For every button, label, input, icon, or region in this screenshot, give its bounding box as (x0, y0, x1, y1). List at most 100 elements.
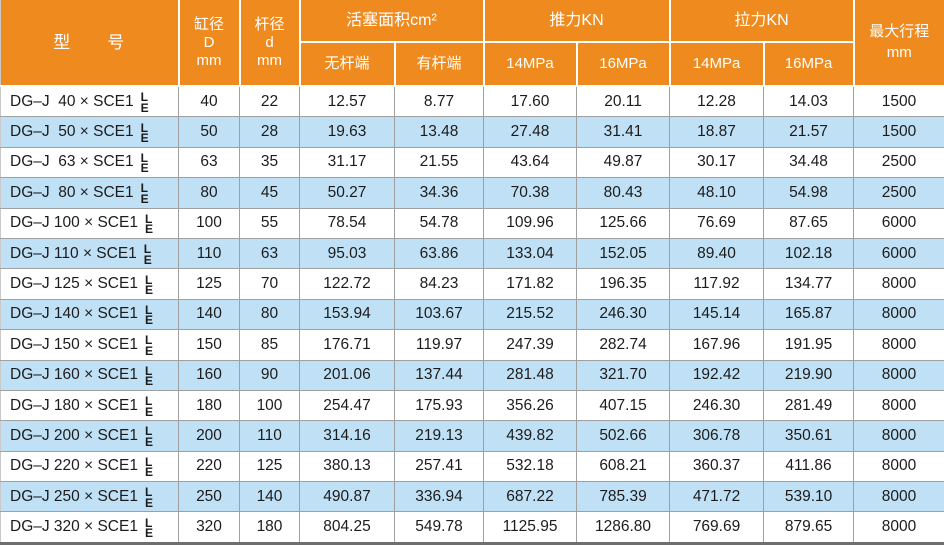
cell-stroke: 8000 (853, 420, 944, 452)
cell-rod: 125 (239, 450, 300, 482)
cell-pull-14mpa: 769.69 (669, 511, 764, 544)
cell-pull-16mpa: 879.65 (763, 511, 854, 544)
cell-pull-16mpa: 34.48 (763, 146, 854, 178)
cell-rod: 55 (239, 207, 300, 239)
cell-pull-14mpa: 192.42 (669, 359, 764, 391)
model-number: DG–J 80 × SCE1 (10, 183, 134, 201)
cell-pull-16mpa: 411.86 (763, 450, 854, 482)
model-number: DG–J 150 × SCE1 (10, 335, 138, 353)
cell-model: DG–J 160 × SCE1 L E (0, 359, 179, 391)
cell-area-rodend: 13.48 (393, 116, 484, 148)
cell-pull-16mpa: 87.65 (763, 207, 854, 239)
cell-push-16mpa: 608.21 (576, 450, 670, 482)
cell-push-16mpa: 80.43 (576, 177, 670, 209)
cell-area-rodend: 34.36 (393, 177, 484, 209)
cell-rod: 80 (239, 298, 300, 330)
cell-pull-16mpa: 102.18 (763, 237, 854, 269)
cell-rod: 35 (239, 146, 300, 178)
model-number: DG–J 110 × SCE1 (10, 244, 137, 262)
cell-push-16mpa: 20.11 (576, 85, 670, 117)
cell-area-rodend: 103.67 (393, 298, 484, 330)
cell-push-16mpa: 49.87 (576, 146, 670, 178)
model-number: DG–J 250 × SCE1 (10, 487, 138, 505)
cell-stroke: 2500 (853, 177, 944, 209)
cell-push-14mpa: 247.39 (483, 329, 577, 361)
cell-area-rodend: 549.78 (393, 511, 484, 544)
cell-model: DG–J 40 × SCE1 L E (0, 85, 179, 117)
cell-bore: 220 (178, 450, 240, 482)
table-row: DG–J 125 × SCE1 L E 125 70 122.72 84.23 171.82 1… (0, 268, 944, 300)
cell-pull-14mpa: 246.30 (669, 389, 764, 421)
cell-push-16mpa: 282.74 (576, 329, 670, 361)
table-row: DG–J 160 × SCE1 L E 160 90 201.06 137.44 281.48… (0, 359, 944, 391)
cell-pull-16mpa: 219.90 (763, 359, 854, 391)
cell-model: DG–J 63 × SCE1 L E (0, 146, 179, 178)
cell-area-rodend: 257.41 (393, 450, 484, 482)
table-row: DG–J 250 × SCE1 L E 250 140 490.87 336.94 687.2… (0, 481, 944, 512)
cell-stroke: 8000 (853, 359, 944, 391)
table-row: DG–J 80 × SCE1 L E 80 45 50.27 34.36 70.38 80.43… (0, 177, 944, 209)
cell-area-rodend: 63.86 (393, 237, 484, 269)
cell-pull-14mpa: 18.87 (669, 116, 764, 148)
model-number: DG–J 180 × SCE1 (10, 396, 138, 414)
model-number: DG–J 320 × SCE1 (10, 518, 138, 536)
cell-rod: 110 (239, 420, 300, 452)
cell-pull-16mpa: 539.10 (763, 481, 854, 512)
cell-rod: 180 (239, 511, 300, 544)
cell-area-rodless: 122.72 (299, 268, 395, 300)
cell-rod: 85 (239, 329, 300, 361)
cell-rod: 28 (239, 116, 300, 148)
cell-pull-14mpa: 360.37 (669, 450, 764, 482)
cell-area-rodless: 380.13 (299, 450, 395, 482)
cell-area-rodless: 314.16 (299, 420, 395, 452)
cell-stroke: 1500 (853, 85, 944, 117)
cell-pull-14mpa: 117.92 (669, 268, 764, 300)
cell-rod: 22 (239, 85, 300, 117)
cell-rod: 100 (239, 389, 300, 421)
cell-model: DG–J 320 × SCE1 L E (0, 511, 179, 544)
table-row: DG–J 100 × SCE1 L E 100 55 78.54 54.78 109.96 12… (0, 207, 944, 239)
cell-push-14mpa: 1125.95 (483, 511, 577, 544)
cell-stroke: 8000 (853, 329, 944, 361)
cell-bore: 180 (178, 389, 240, 421)
cell-push-14mpa: 356.26 (483, 389, 577, 421)
model-number: DG–J 220 × SCE1 (10, 457, 138, 475)
cell-stroke: 6000 (853, 207, 944, 239)
cell-model: DG–J 110 × SCE1 L E (0, 237, 179, 269)
model-number: DG–J 160 × SCE1 (10, 366, 138, 384)
cell-stroke: 8000 (853, 450, 944, 482)
cell-area-rodless: 78.54 (299, 207, 395, 239)
cell-area-rodless: 490.87 (299, 481, 395, 512)
cell-area-rodend: 119.97 (393, 329, 484, 361)
cell-area-rodless: 12.57 (299, 85, 395, 117)
cell-model: DG–J 180 × SCE1 L E (0, 389, 179, 421)
table-header: 型 号 缸径 D mm 杆径 d mm 活塞面积cm² 推力KN 拉力KN 最大… (0, 0, 944, 87)
model-number: DG–J 40 × SCE1 (10, 92, 134, 110)
cell-push-16mpa: 31.41 (576, 116, 670, 148)
col-header-pull-force: 拉力KN (668, 0, 855, 43)
cell-pull-14mpa: 471.72 (669, 481, 764, 512)
col-header-pull-16mpa: 16MPa (762, 41, 854, 87)
cell-push-16mpa: 125.66 (576, 207, 670, 239)
cell-pull-16mpa: 165.87 (763, 298, 854, 330)
cell-push-14mpa: 281.48 (483, 359, 577, 391)
cell-pull-14mpa: 167.96 (669, 329, 764, 361)
cell-bore: 250 (178, 481, 240, 512)
cell-bore: 320 (178, 511, 240, 544)
cell-stroke: 1500 (853, 116, 944, 148)
cell-area-rodless: 19.63 (299, 116, 395, 148)
cell-bore: 140 (178, 298, 240, 330)
cell-pull-16mpa: 54.98 (763, 177, 854, 209)
cell-bore: 125 (178, 268, 240, 300)
cell-model: DG–J 80 × SCE1 L E (0, 177, 179, 209)
cell-pull-14mpa: 306.78 (669, 420, 764, 452)
cell-bore: 80 (178, 177, 240, 209)
